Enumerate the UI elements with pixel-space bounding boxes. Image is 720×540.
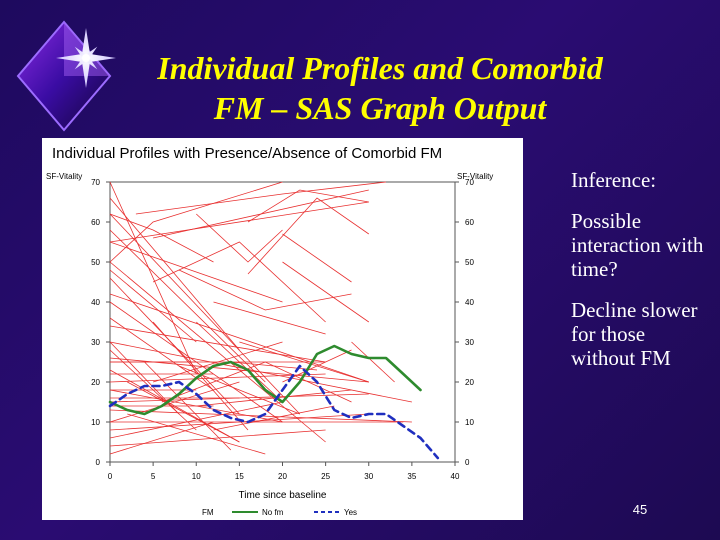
x-tick-label: 30 xyxy=(364,472,373,481)
y-tick-label-right: 50 xyxy=(465,258,474,267)
y-tick-label-left: 30 xyxy=(91,338,100,347)
y-tick-label-right: 40 xyxy=(465,298,474,307)
individual-profile-line xyxy=(109,229,266,383)
y-tick-label-right: 30 xyxy=(465,338,474,347)
y-tick-label-left: 10 xyxy=(91,418,100,427)
y-tick-label-left: 40 xyxy=(91,298,100,307)
individual-profile-line xyxy=(109,213,301,415)
y-tick-label-left: 60 xyxy=(91,218,100,227)
individual-profile-line xyxy=(196,321,283,403)
legend-label-1: No fm xyxy=(262,508,284,517)
y-tick-label-left: 50 xyxy=(91,258,100,267)
x-axis-label: Time since baseline xyxy=(238,490,326,501)
y-tick-label-left: 20 xyxy=(91,378,100,387)
y-tick-label-right: 60 xyxy=(465,218,474,227)
individual-profile-line xyxy=(109,429,326,447)
slide-title-line-2: FM – SAS Graph Output xyxy=(213,90,547,126)
x-tick-label: 15 xyxy=(235,472,244,481)
individual-profile-line xyxy=(109,381,240,423)
individual-profile-line xyxy=(152,341,283,383)
individual-profile-line xyxy=(109,341,180,415)
individual-profile-line xyxy=(196,213,283,263)
individual-profile-line xyxy=(127,381,240,443)
sas-graph-figure: Individual Profiles with Presence/Absenc… xyxy=(42,138,523,520)
individual-profile-line xyxy=(127,413,266,455)
individual-profile-line xyxy=(213,405,335,431)
chart-title: Individual Profiles with Presence/Absenc… xyxy=(52,145,442,162)
individual-profile-line xyxy=(161,361,352,403)
slide-title-line-1: Individual Profiles and Comorbid xyxy=(157,50,603,86)
individual-profile-line xyxy=(282,349,352,383)
individual-profile-line xyxy=(351,341,395,383)
individual-profile-line xyxy=(178,269,352,311)
y-tick-label-right: 10 xyxy=(465,418,474,427)
y-axis-label-left: SF-Vitality xyxy=(46,172,82,181)
individual-profile-line xyxy=(109,197,240,351)
individual-profile-line xyxy=(109,213,214,263)
legend-title: FM xyxy=(202,508,214,517)
individual-profile-line xyxy=(178,365,300,415)
individual-profile-line xyxy=(109,181,283,263)
individual-profile-line xyxy=(109,181,197,375)
individual-profile-line xyxy=(152,241,326,323)
individual-profile-line xyxy=(247,197,370,275)
individual-profile-line xyxy=(109,421,214,455)
individual-profile-line xyxy=(109,293,369,383)
individual-profile-line xyxy=(282,261,370,323)
individual-profile-line xyxy=(247,189,369,223)
x-tick-label: 0 xyxy=(108,472,113,481)
individual-profile-line xyxy=(282,233,352,283)
inference-sidebar: Inference: Possible interaction with tim… xyxy=(571,168,711,387)
y-tick-label-right: 20 xyxy=(465,378,474,387)
series-line-no-fm xyxy=(108,344,422,416)
individual-profile-line xyxy=(144,361,232,451)
x-tick-label: 35 xyxy=(407,472,416,481)
x-tick-label: 20 xyxy=(278,472,287,481)
series-line-yes xyxy=(108,364,440,460)
x-tick-label: 5 xyxy=(151,472,156,481)
x-tick-label: 10 xyxy=(192,472,201,481)
individual-profile-line xyxy=(109,325,326,363)
individual-profile-line xyxy=(109,401,283,439)
y-axis-label-right: SF-Vitality xyxy=(457,172,493,181)
individual-profile-line xyxy=(109,261,326,443)
star-diamond-icon xyxy=(14,14,134,134)
sidebar-paragraph-3: Decline slower for those without FM xyxy=(571,298,698,370)
y-tick-label-right: 0 xyxy=(465,458,470,467)
y-tick-label-left: 70 xyxy=(91,178,100,187)
individual-profile-line xyxy=(135,181,387,215)
sidebar-paragraph-2: Possible interaction with time? xyxy=(571,209,704,281)
slide-title: Individual Profiles and Comorbid FM – SA… xyxy=(130,48,630,128)
x-tick-label: 25 xyxy=(321,472,330,481)
individual-profile-line xyxy=(196,389,352,407)
y-tick-label-left: 0 xyxy=(96,458,101,467)
individual-profile-line xyxy=(109,269,197,343)
profile-chart: Individual Profiles with Presence/Absenc… xyxy=(46,145,493,517)
y-tick-label-right: 70 xyxy=(465,178,474,187)
individual-profile-line xyxy=(109,241,283,303)
individual-profile-line xyxy=(213,301,326,335)
page-number: 45 xyxy=(632,502,648,517)
x-tick-label: 40 xyxy=(451,472,460,481)
legend-label-2: Yes xyxy=(344,508,357,517)
sidebar-paragraph-1: Inference: xyxy=(571,168,657,192)
individual-profile-line xyxy=(109,373,326,383)
individual-profile-line xyxy=(109,201,369,243)
